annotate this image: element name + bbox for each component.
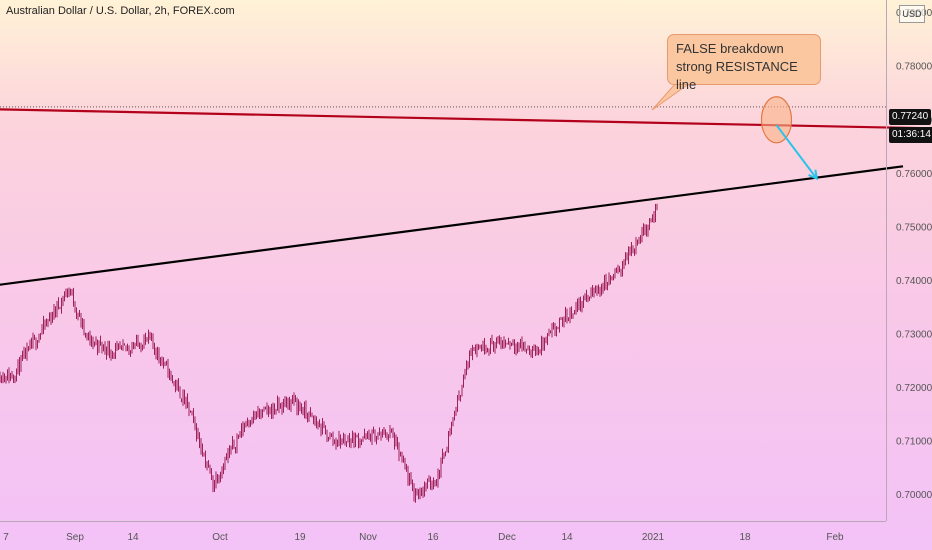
y-tick-label: 0.78000 — [896, 62, 932, 73]
x-tick-label: Nov — [359, 532, 377, 543]
x-tick-label: 14 — [127, 532, 139, 543]
chart-title: Australian Dollar / U.S. Dollar, 2h, FOR… — [6, 5, 235, 17]
x-tick-label: 18 — [739, 532, 751, 543]
x-tick-label: 16 — [427, 532, 439, 543]
annotation-line-1: FALSE breakdown — [676, 41, 784, 56]
last-price-label: 0.77240 — [889, 109, 932, 125]
x-tick-label: 7 — [3, 532, 9, 543]
highlight-circle — [760, 96, 793, 144]
x-tick-label: 14 — [561, 532, 573, 543]
y-tick-label: 0.75000 — [896, 222, 932, 233]
x-tick-label: Dec — [498, 532, 516, 543]
support-trend-line — [0, 165, 904, 286]
y-tick-label: 0.73000 — [896, 329, 932, 340]
annotation-line-2: strong RESISTANCE line — [676, 59, 798, 92]
y-tick-label: 0.72000 — [896, 383, 932, 394]
x-tick-label: Feb — [826, 532, 844, 543]
y-tick-label: 0.70000 — [896, 490, 932, 501]
projection-arrowhead — [808, 169, 819, 181]
annotation-callout[interactable]: FALSE breakdown strong RESISTANCE line — [667, 34, 821, 92]
y-tick-label: 0.74000 — [896, 276, 932, 287]
resistance-trend-line — [0, 108, 932, 130]
currency-button[interactable]: USD — [899, 5, 925, 23]
x-tick-label: 19 — [294, 532, 306, 543]
bar-countdown-label: 01:36:14 — [889, 127, 932, 143]
projection-arrow — [775, 124, 818, 180]
x-tick-label: Oct — [212, 532, 228, 543]
y-tick-label: 0.76000 — [896, 169, 932, 180]
price-axis-separator — [886, 0, 887, 521]
y-tick-label: 0.71000 — [896, 436, 932, 447]
x-tick-label: 2021 — [642, 532, 665, 543]
x-tick-label: Sep — [66, 532, 84, 543]
